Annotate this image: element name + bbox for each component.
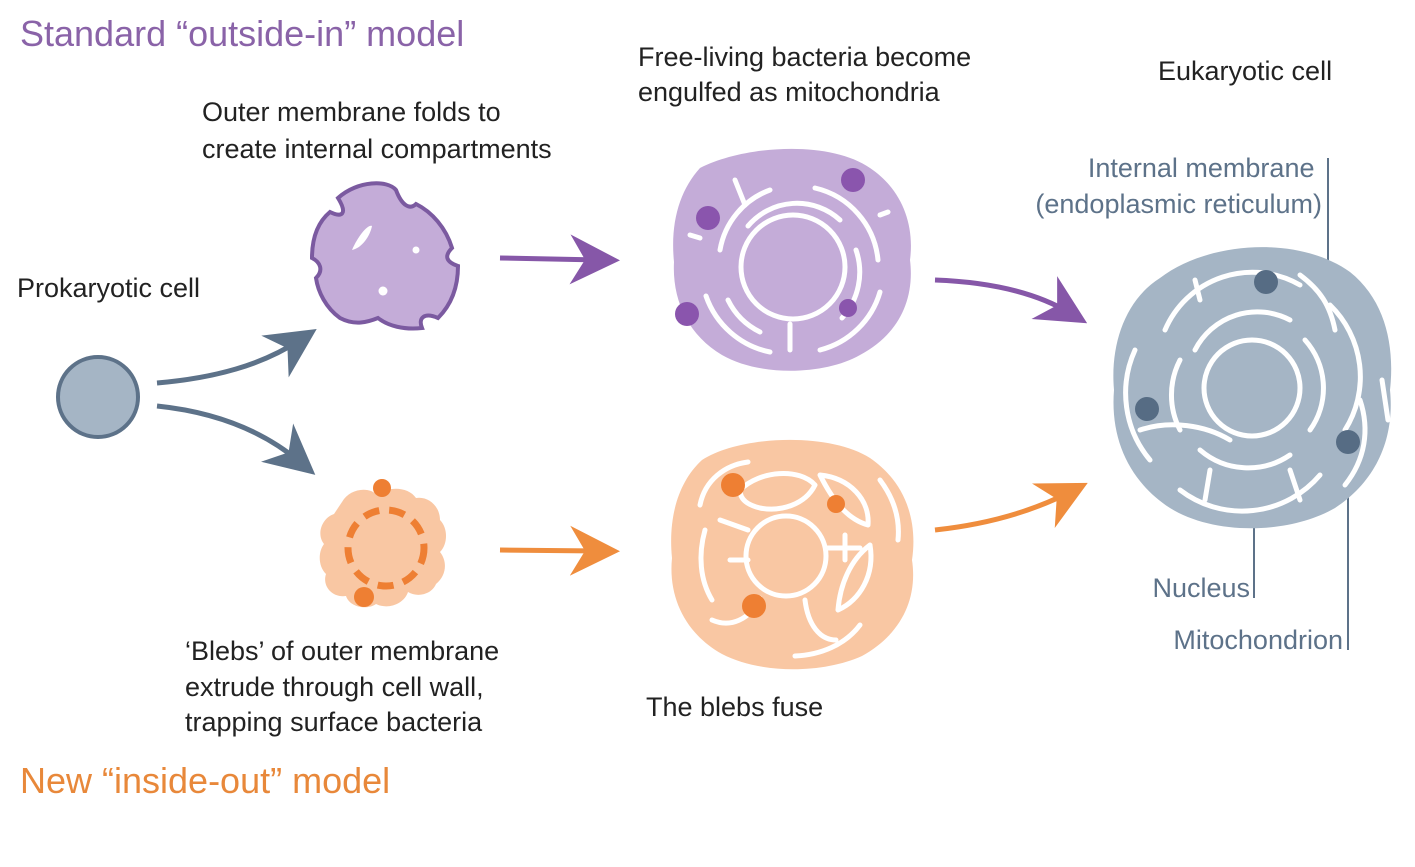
internal-membrane-line-2: (endoplasmic reticulum) — [1035, 189, 1322, 219]
purple-mitochondrion-3 — [675, 302, 699, 326]
fused-bacterium-1 — [721, 473, 745, 497]
arrow-to-bleb-cell — [156, 403, 316, 475]
eukaryotic-cell-label: Eukaryotic cell — [1158, 56, 1332, 86]
arrow-orange-to-eukaryote — [934, 482, 1088, 533]
fused-bacterium-2 — [827, 495, 845, 513]
eukaryote-mitochondrion-top — [1254, 270, 1278, 294]
free-living-bacteria-line-1: Free-living bacteria become — [638, 42, 971, 72]
engulfed-mitochondria-cell — [673, 148, 911, 371]
orange-bacterium-bottom — [354, 587, 374, 607]
bleb-extruding-cell — [319, 479, 446, 608]
blebs-extrude-line-2: extrude through cell wall, — [185, 672, 484, 702]
outer-membrane-folds-line-2: create internal compartments — [202, 134, 552, 164]
standard-model-title: Standard “outside-in” model — [20, 13, 464, 54]
purple-mitochondrion-2 — [841, 168, 865, 192]
eukaryotic-cell — [1113, 247, 1392, 529]
fused-bacterium-3 — [742, 594, 766, 618]
folding-membrane-cell — [309, 181, 461, 331]
fused-blebs-cell — [671, 439, 914, 670]
internal-membrane-line-1: Internal membrane — [1088, 153, 1315, 183]
outer-membrane-folds-label: Outer membrane folds to create internal … — [202, 97, 552, 164]
free-living-bacteria-line-2: engulfed as mitochondria — [638, 77, 941, 107]
blebs-fuse-label: The blebs fuse — [646, 692, 823, 722]
blebs-extrude-line-3: trapping surface bacteria — [185, 707, 483, 737]
prokaryotic-cell — [56, 355, 140, 439]
orange-bacterium-top — [373, 479, 391, 497]
mitochondrion-label: Mitochondrion — [1173, 625, 1343, 655]
prokaryotic-cell-label: Prokaryotic cell — [17, 273, 200, 303]
outer-membrane-folds-line-1: Outer membrane folds to — [202, 97, 501, 127]
purple-mitochondrion-1 — [696, 206, 720, 230]
blebs-extrude-line-1: ‘Blebs’ of outer membrane — [185, 636, 499, 666]
arrow-to-engulfed-cell — [499, 234, 620, 285]
blebs-extrude-label: ‘Blebs’ of outer membrane extrude throug… — [185, 636, 507, 737]
purple-mitochondrion-4 — [839, 299, 857, 317]
arrow-to-fused-cell — [499, 525, 620, 576]
eukaryote-mitochondrion-left — [1135, 397, 1159, 421]
free-living-bacteria-label: Free-living bacteria become engulfed as … — [638, 42, 979, 107]
arrow-purple-to-eukaryote — [934, 276, 1088, 324]
internal-membrane-label: Internal membrane (endoplasmic reticulum… — [1035, 153, 1322, 219]
nucleus-label: Nucleus — [1152, 573, 1250, 603]
arrow-to-folding-cell — [156, 329, 317, 386]
new-model-title: New “inside-out” model — [20, 760, 390, 801]
eukaryote-mitochondrion-right — [1336, 430, 1360, 454]
